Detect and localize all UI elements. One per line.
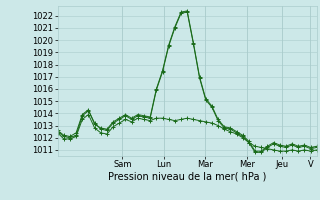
- X-axis label: Pression niveau de la mer( hPa ): Pression niveau de la mer( hPa ): [108, 172, 266, 182]
